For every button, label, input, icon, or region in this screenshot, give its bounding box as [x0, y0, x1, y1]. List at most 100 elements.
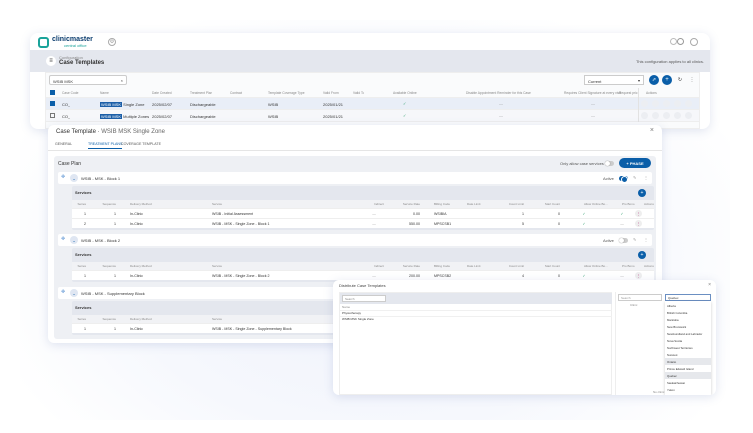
clear-icon[interactable]: × — [120, 78, 123, 83]
service-cell: 4 — [522, 274, 524, 278]
refresh-icon[interactable]: ↻ — [677, 77, 683, 83]
select-all-checkbox[interactable] — [50, 90, 55, 95]
user-avatar-icon-2[interactable] — [677, 38, 684, 45]
service-row[interactable]: 1 1 In-Clinic WSIB - MSK - Single Zone - Bl… — [72, 270, 654, 280]
province-option[interactable]: Prince Edward Island — [667, 367, 694, 371]
active-label: Active — [603, 238, 614, 243]
chevron-down-icon[interactable]: ⌄ — [70, 236, 78, 244]
service-cell: 0 — [558, 222, 560, 226]
services-section: Services + Series Sequence Delivery Method Se… — [72, 248, 654, 282]
clinics-search-input[interactable]: Search — [618, 294, 662, 301]
table-row[interactable]: CO_ 2025/02/07 Dischargeable WSIB 2025/01/21… — [46, 98, 699, 110]
search-input[interactable]: WSIB MSK × — [49, 75, 127, 85]
scope-note: This configuration applies to all clinic… — [635, 59, 704, 64]
pencil-icon[interactable] — [663, 100, 670, 107]
name-highlight: WSIB MSK — [100, 102, 123, 107]
active-toggle[interactable] — [619, 238, 628, 243]
row-checkbox[interactable] — [50, 101, 55, 106]
close-icon[interactable]: × — [649, 127, 654, 134]
service-cell: 0 — [558, 212, 560, 216]
eye-icon[interactable] — [652, 112, 659, 119]
add-phase-button[interactable]: + PHASE — [619, 158, 651, 168]
drag-handle-icon[interactable]: ✥ — [61, 236, 66, 242]
tab-treatment-plans[interactable]: TREATMENT PLANS — [88, 142, 123, 149]
column-header: Requires Client Signature at every visit — [564, 91, 621, 95]
province-option[interactable]: Ontario — [665, 358, 711, 365]
template-list-item[interactable]: Physiotherapy — [340, 310, 612, 316]
file-icon[interactable] — [641, 112, 648, 119]
row-more-icon[interactable]: ⋮ — [635, 210, 642, 217]
filter-select[interactable]: Current ▾ — [584, 75, 644, 85]
menu-icon[interactable]: ≡ — [46, 56, 56, 66]
signature-cell: — — [591, 101, 595, 106]
trash-icon[interactable] — [685, 100, 692, 107]
province-option[interactable]: Quebec — [665, 372, 711, 379]
service-column-header: Sequence — [102, 317, 116, 321]
province-option[interactable]: Northwest Territories — [667, 346, 693, 350]
trash-icon[interactable] — [685, 112, 692, 119]
row-more-icon[interactable]: ⋮ — [635, 272, 642, 279]
province-option[interactable]: Saskatchewan — [667, 381, 686, 385]
province-value: Quebec — [668, 296, 679, 300]
chevron-down-icon[interactable]: ⌄ — [70, 174, 78, 182]
province-option[interactable]: Nunavut — [667, 353, 678, 357]
file-icon[interactable] — [641, 100, 648, 107]
user-avatar-icon[interactable] — [670, 38, 677, 45]
settings-icon[interactable]: ⚙ — [108, 38, 116, 46]
drag-handle-icon[interactable]: ✥ — [61, 289, 66, 295]
service-cell: 1 — [114, 212, 116, 216]
service-column-header: Service — [212, 264, 223, 268]
help-icon[interactable] — [690, 38, 698, 46]
copy-icon[interactable] — [674, 112, 681, 119]
copy-icon[interactable] — [674, 100, 681, 107]
service-column-header: Pro Bono — [622, 202, 635, 206]
template-list-item[interactable]: WSIB MSK Single Zone — [340, 316, 612, 322]
eye-icon[interactable] — [652, 100, 659, 107]
service-row[interactable]: 1 1 In-Clinic WSIB - Initial Assessment — 0.0… — [72, 208, 654, 218]
templates-panel: Search Name Physiotherapy WSIB MSK Single… — [339, 292, 612, 395]
service-column-header: Allow Online Bo... — [584, 264, 608, 268]
service-cell: — — [372, 222, 376, 226]
logo-text: clinicmaster — [52, 36, 93, 43]
service-column-header: Start Count — [544, 202, 560, 206]
service-column-header: Series — [77, 264, 86, 268]
add-button[interactable]: + — [662, 75, 672, 85]
province-select[interactable]: Quebec — [665, 294, 711, 301]
province-option[interactable]: British Columbia — [667, 311, 688, 315]
edit-icon[interactable]: ✎ — [633, 175, 637, 180]
chevron-down-icon[interactable]: ⌄ — [70, 289, 78, 297]
more-icon[interactable]: ⋮ — [644, 175, 648, 180]
edit-icon[interactable]: ✎ — [633, 237, 637, 242]
logo-subtext: central office — [64, 43, 87, 48]
add-service-button[interactable]: + — [638, 251, 646, 259]
service-cell: WSIB - Initial Assessment — [212, 212, 254, 216]
service-row[interactable]: 2 1 In-Clinic WSIB - MSK - Single Zone - Bl… — [72, 218, 654, 228]
templates-search-input[interactable]: Search — [342, 295, 386, 302]
row-checkbox[interactable] — [50, 113, 55, 118]
date-cell: 2025/02/07 — [152, 102, 173, 107]
service-cell: 5 — [522, 222, 524, 226]
tab-coverage-template[interactable]: COVERAGE TEMPLATE — [121, 142, 162, 146]
pencil-icon[interactable] — [663, 112, 670, 119]
distribute-dialog: Distribute Case Templates × Search Name … — [333, 280, 716, 395]
add-service-button[interactable]: + — [638, 189, 646, 197]
province-option[interactable]: Newfoundland and Labrador — [667, 332, 703, 336]
province-dropdown: Alberta British Columbia Manitoba New Bruns… — [665, 301, 711, 395]
province-option[interactable]: Manitoba — [667, 318, 679, 322]
close-icon[interactable]: × — [708, 282, 711, 288]
province-option[interactable]: Nova Scotia — [667, 339, 683, 343]
service-cell: 1 — [84, 327, 86, 331]
province-option[interactable]: New Brunswick — [667, 325, 687, 329]
table-row[interactable]: CO_ 2025/02/07 Dischargeable WSIB 2025/01/21… — [46, 110, 699, 122]
province-option[interactable]: Yukon — [667, 388, 675, 392]
distribute-button[interactable]: ⇗ — [649, 75, 659, 85]
more-icon[interactable]: ⋮ — [689, 77, 695, 83]
province-option[interactable]: Alberta — [667, 304, 676, 308]
drag-handle-icon[interactable]: ✥ — [61, 174, 66, 180]
tab-general[interactable]: GENERAL — [55, 142, 73, 146]
row-more-icon[interactable]: ⋮ — [635, 220, 642, 227]
active-toggle[interactable] — [619, 176, 628, 183]
only-allow-toggle[interactable] — [605, 161, 614, 166]
services-label: Services — [75, 190, 92, 195]
more-icon[interactable]: ⋮ — [644, 237, 648, 242]
